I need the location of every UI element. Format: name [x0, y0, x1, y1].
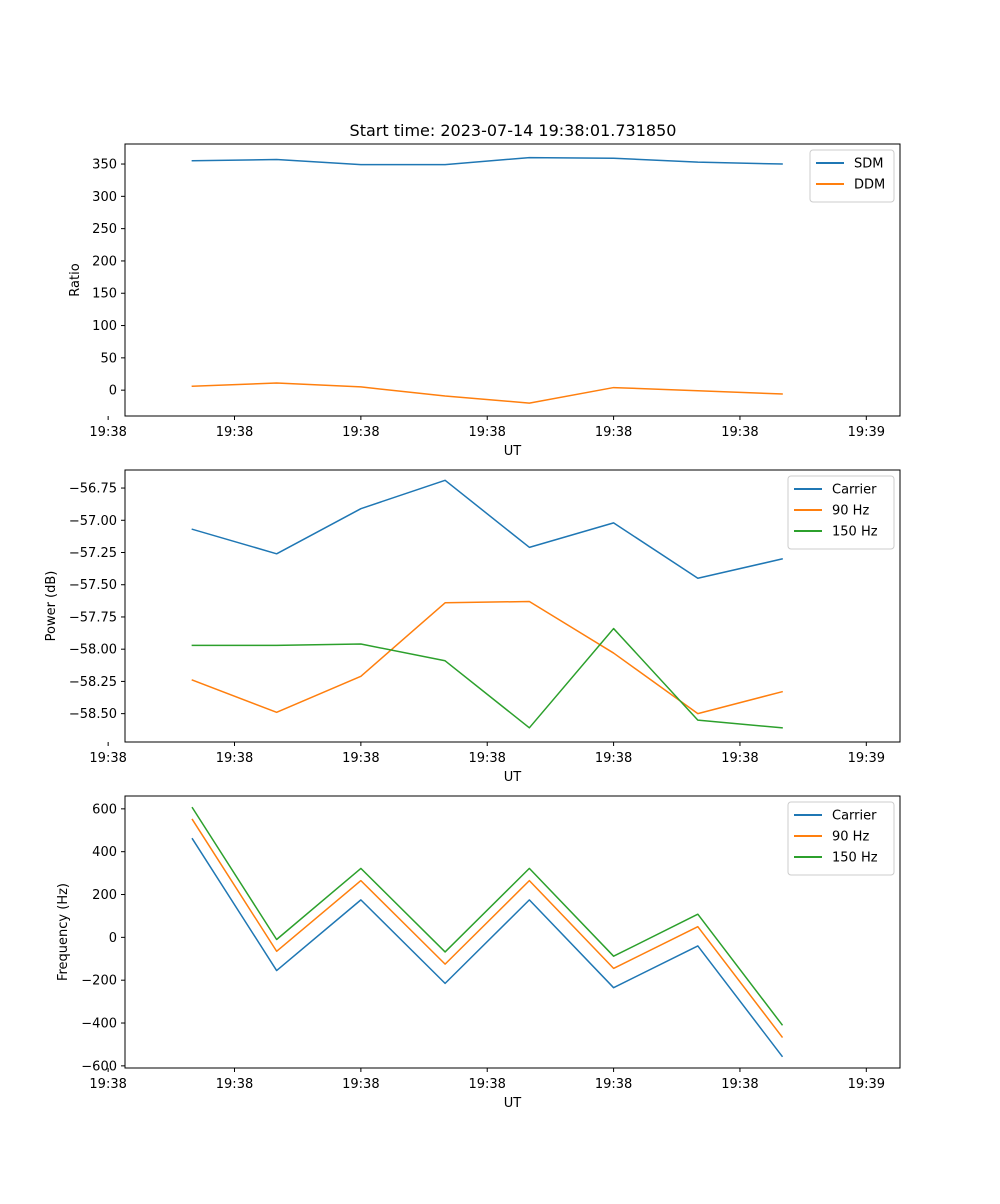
legend: Carrier 90 Hz 150 Hz	[787, 475, 895, 550]
x-tick-label: 19:38	[342, 1077, 379, 1092]
y-tick-label: −58.50	[69, 707, 117, 722]
plot-area	[125, 796, 900, 1068]
x-axis-label: UT	[504, 444, 522, 459]
axes-frame	[124, 469, 901, 743]
legend-label: 150 Hz	[832, 851, 878, 866]
x-tick-label: 19:38	[595, 751, 632, 766]
series-line-150-hz	[191, 627, 783, 729]
plot-area	[125, 470, 900, 742]
y-tick-label: −400	[81, 1017, 117, 1032]
y-tick-label: −57.50	[69, 578, 117, 593]
x-tick-label: 19:39	[848, 1077, 885, 1092]
x-tick-label: 19:38	[216, 1077, 253, 1092]
legend: Carrier 90 Hz 150 Hz	[787, 801, 895, 876]
y-tick-label: 200	[92, 254, 117, 269]
x-tick-label: 19:38	[595, 1077, 632, 1092]
x-tick-label: 19:38	[721, 425, 758, 440]
legend-label: SDM	[854, 157, 883, 172]
y-tick-label: −200	[81, 974, 117, 989]
legend-label: 150 Hz	[832, 525, 878, 540]
y-tick-label: 350	[92, 158, 117, 173]
y-tick-label: −58.00	[69, 643, 117, 658]
x-tick-label: 19:38	[468, 1077, 505, 1092]
y-tick-label: −57.00	[69, 514, 117, 529]
figure-title: Start time: 2023-07-14 19:38:01.731850	[350, 121, 677, 140]
legend: SDM DDM	[809, 149, 895, 203]
y-tick-label: 0	[109, 384, 117, 399]
x-axis-label: UT	[504, 770, 522, 785]
y-tick-label: 400	[92, 845, 117, 860]
x-tick-label: 19:38	[342, 751, 379, 766]
y-tick-label: 50	[100, 351, 117, 366]
series-line-sdm	[191, 156, 783, 166]
y-axis-label: Power (dB)	[44, 571, 59, 642]
y-tick-label: 600	[92, 802, 117, 817]
y-axis-label: Frequency (Hz)	[56, 883, 71, 981]
x-tick-label: 19:38	[595, 425, 632, 440]
legend-label: Carrier	[832, 483, 877, 498]
y-tick-label: −58.25	[69, 675, 117, 690]
plot-area	[125, 144, 900, 416]
x-tick-label: 19:38	[89, 1077, 126, 1092]
series-line-90-hz	[191, 600, 783, 715]
y-tick-label: 200	[92, 888, 117, 903]
y-tick-label: 100	[92, 319, 117, 334]
x-tick-label: 19:38	[721, 751, 758, 766]
chart-panel-2: 19:38 19:38 19:38 19:38 19:38 19:38 19:39 −58.5…	[44, 469, 901, 785]
x-tick-label: 19:38	[468, 751, 505, 766]
y-tick-label: −600	[81, 1059, 117, 1074]
y-axis-label: Ratio	[68, 263, 83, 296]
axes-frame	[124, 795, 901, 1069]
y-tick-label: −57.75	[69, 610, 117, 625]
x-tick-label: 19:38	[216, 751, 253, 766]
chart-panel-1: 19:38 19:38 19:38 19:38 19:38 19:38 19:39 0 50 10…	[68, 143, 901, 459]
y-tick-label: 0	[109, 931, 117, 946]
chart-panel-3: 19:38 19:38 19:38 19:38 19:38 19:38 19:39 −600 −…	[56, 795, 901, 1111]
series-line-90-hz	[191, 818, 784, 1038]
x-tick-label: 19:38	[342, 425, 379, 440]
series-line-150-hz	[191, 806, 784, 1026]
y-tick-label: 250	[92, 222, 117, 237]
legend-label: DDM	[854, 178, 885, 193]
legend-label: 90 Hz	[832, 504, 869, 519]
series-line-ddm	[191, 382, 783, 404]
legend-label: Carrier	[832, 809, 877, 824]
x-tick-label: 19:38	[89, 425, 126, 440]
y-tick-label: −57.25	[69, 546, 117, 561]
series-line-carrier	[191, 479, 783, 580]
series-line-carrier	[191, 837, 784, 1058]
y-tick-label: −56.75	[69, 482, 117, 497]
legend-label: 90 Hz	[832, 830, 869, 845]
x-tick-label: 19:38	[89, 751, 126, 766]
x-tick-label: 19:39	[848, 751, 885, 766]
x-tick-label: 19:38	[721, 1077, 758, 1092]
y-tick-label: 300	[92, 190, 117, 205]
x-axis-label: UT	[504, 1096, 522, 1111]
x-tick-label: 19:39	[848, 425, 885, 440]
axes-frame	[124, 143, 901, 417]
x-tick-label: 19:38	[468, 425, 505, 440]
x-tick-label: 19:38	[216, 425, 253, 440]
y-tick-label: 150	[92, 287, 117, 302]
